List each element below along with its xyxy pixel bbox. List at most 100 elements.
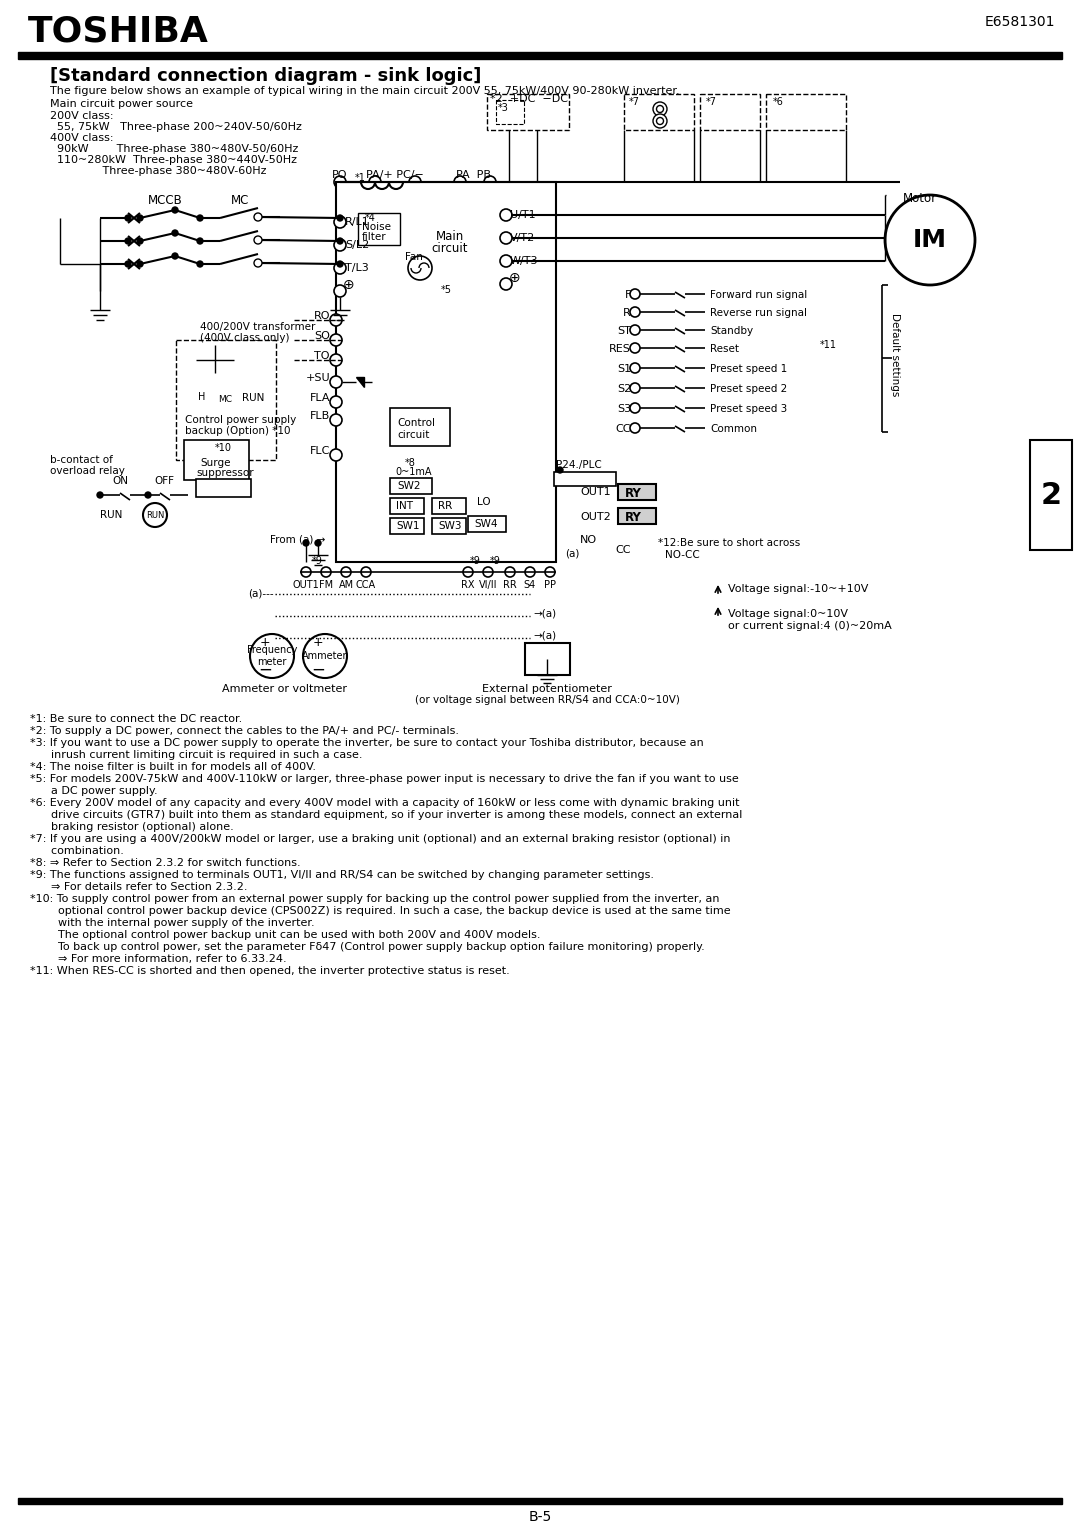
Text: Main circuit power source: Main circuit power source — [50, 100, 193, 109]
Text: Fan: Fan — [405, 251, 423, 262]
Text: Control: Control — [397, 418, 435, 427]
Circle shape — [145, 492, 151, 498]
Circle shape — [630, 403, 640, 414]
Bar — [390, 408, 450, 446]
Circle shape — [653, 113, 667, 129]
Circle shape — [505, 567, 515, 578]
Text: 2: 2 — [1040, 481, 1062, 510]
Text: *7: If you are using a 400V/200kW model or larger, use a braking unit (optional): *7: If you are using a 400V/200kW model … — [30, 833, 730, 844]
Text: W/T3: W/T3 — [510, 256, 539, 267]
Circle shape — [525, 567, 535, 578]
Circle shape — [463, 567, 473, 578]
Text: CCA: CCA — [356, 581, 376, 590]
Circle shape — [630, 290, 640, 299]
Polygon shape — [356, 377, 364, 388]
Text: *12:Be sure to short across: *12:Be sure to short across — [658, 538, 800, 548]
Text: CC: CC — [615, 545, 631, 555]
Circle shape — [630, 343, 640, 352]
Text: circuit: circuit — [432, 242, 469, 254]
Circle shape — [315, 539, 321, 545]
Circle shape — [500, 231, 512, 244]
Text: P24./PLC: P24./PLC — [556, 460, 602, 470]
Bar — [195, 480, 251, 496]
Text: inrush current limiting circuit is required in such a case.: inrush current limiting circuit is requi… — [30, 751, 363, 760]
Text: E6581301: E6581301 — [985, 15, 1055, 29]
Text: TOSHIBA: TOSHIBA — [28, 15, 208, 49]
Text: *6: Every 200V model of any capacity and every 400V model with a capacity of 160: *6: Every 200V model of any capacity and… — [30, 798, 740, 807]
Text: S1: S1 — [617, 365, 631, 374]
Text: Reset: Reset — [710, 345, 739, 354]
Text: RES: RES — [609, 345, 631, 354]
Text: Default settings: Default settings — [890, 314, 900, 397]
Circle shape — [337, 260, 343, 267]
Circle shape — [483, 567, 492, 578]
Text: (a)---: (a)--- — [248, 588, 273, 597]
Circle shape — [500, 277, 512, 290]
Text: filter: filter — [362, 231, 387, 242]
Text: H: H — [198, 392, 205, 401]
Text: S3: S3 — [617, 404, 631, 414]
Text: SO: SO — [314, 331, 330, 342]
Text: *5: For models 200V-75kW and 400V-110kW or larger, three-phase power input is ne: *5: For models 200V-75kW and 400V-110kW … — [30, 774, 739, 784]
Bar — [390, 478, 432, 493]
Text: *1: *1 — [355, 173, 366, 182]
Text: To back up control power, set the parameter Fδ47 (Control power supply backup op: To back up control power, set the parame… — [30, 942, 705, 951]
Circle shape — [369, 176, 381, 188]
Circle shape — [361, 567, 372, 578]
Bar — [618, 509, 656, 524]
Text: SW2: SW2 — [397, 481, 420, 490]
Text: Surge: Surge — [200, 458, 230, 467]
Text: →(a): →(a) — [534, 631, 556, 640]
Text: 90kW        Three-phase 380~480V-50/60Hz: 90kW Three-phase 380~480V-50/60Hz — [50, 144, 298, 155]
Circle shape — [254, 213, 262, 221]
Circle shape — [545, 567, 555, 578]
Text: The optional control power backup unit can be used with both 200V and 400V model: The optional control power backup unit c… — [30, 930, 540, 941]
Text: *9: *9 — [490, 556, 501, 565]
Circle shape — [337, 214, 343, 221]
Text: S2: S2 — [617, 385, 631, 394]
Bar — [525, 643, 570, 676]
Text: RUN: RUN — [146, 510, 164, 519]
Text: ON: ON — [112, 476, 129, 486]
Text: B-5: B-5 — [528, 1511, 552, 1524]
Text: LO: LO — [477, 496, 490, 507]
Text: +SU: +SU — [306, 372, 330, 383]
Circle shape — [301, 567, 311, 578]
Text: OUT2: OUT2 — [580, 512, 611, 522]
Text: *10: To supply control power from an external power supply for backing up the co: *10: To supply control power from an ext… — [30, 895, 719, 904]
Circle shape — [630, 423, 640, 434]
Text: *2: To supply a DC power, connect the cables to the PA/+ and PC/- terminals.: *2: To supply a DC power, connect the ca… — [30, 726, 459, 735]
Text: *2  +DC  −DC: *2 +DC −DC — [490, 93, 568, 104]
Bar — [18, 1498, 1062, 1504]
Text: Noise: Noise — [362, 222, 391, 231]
Text: Ammeter or voltmeter: Ammeter or voltmeter — [222, 683, 348, 694]
Text: OFF: OFF — [154, 476, 174, 486]
Circle shape — [408, 256, 432, 280]
Text: a DC power supply.: a DC power supply. — [30, 786, 158, 797]
Circle shape — [254, 236, 262, 244]
Circle shape — [630, 383, 640, 394]
Text: *11: When RES-CC is shorted and then opened, the inverter protective status is r: *11: When RES-CC is shorted and then ope… — [30, 967, 510, 976]
Circle shape — [197, 260, 203, 267]
Text: FLA: FLA — [310, 394, 330, 403]
Text: NO-CC: NO-CC — [665, 550, 700, 561]
Text: b-contact of: b-contact of — [50, 455, 113, 466]
Text: Control power supply: Control power supply — [185, 415, 296, 424]
Text: U/T1: U/T1 — [510, 210, 536, 221]
Text: drive circuits (GTR7) built into them as standard equipment, so if your inverter: drive circuits (GTR7) built into them as… — [30, 810, 742, 820]
Text: RY: RY — [625, 487, 642, 499]
Circle shape — [454, 176, 465, 188]
Circle shape — [484, 176, 496, 188]
Text: *4: The noise filter is built in for models all of 400V.: *4: The noise filter is built in for mod… — [30, 761, 316, 772]
Text: *4: *4 — [365, 213, 376, 224]
Text: ⊕: ⊕ — [343, 277, 355, 293]
Text: FM: FM — [319, 581, 333, 590]
Circle shape — [330, 395, 342, 408]
Text: *1: Be sure to connect the DC reactor.: *1: Be sure to connect the DC reactor. — [30, 714, 242, 725]
Text: *8: ⇒ Refer to Section 2.3.2 for switch functions.: *8: ⇒ Refer to Section 2.3.2 for switch … — [30, 858, 300, 869]
Text: OUT1: OUT1 — [293, 581, 320, 590]
Bar — [432, 498, 465, 515]
Circle shape — [334, 176, 346, 188]
Text: *3: *3 — [498, 103, 509, 113]
Text: T/L3: T/L3 — [345, 264, 368, 273]
